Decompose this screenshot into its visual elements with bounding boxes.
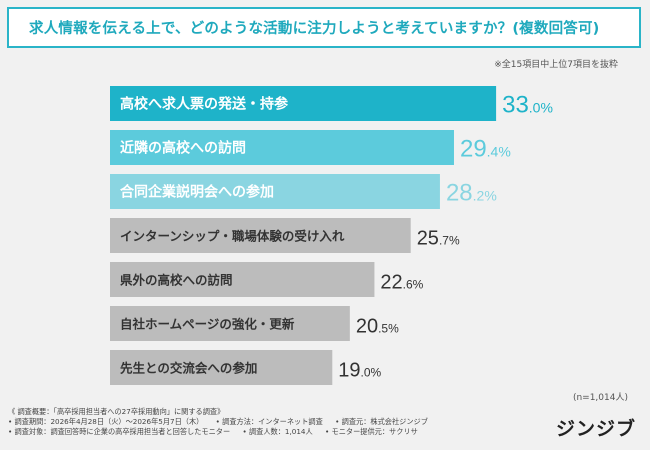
category-label-6: 自社ホームページの強化・更新 [120, 317, 295, 332]
category-label-3: 合同企業説明会への参加 [120, 184, 274, 201]
category-label-5: 県外の高校への訪問 [120, 273, 233, 288]
survey-period: • 調査期間：2026年4月28日（火）～2026年5月7日（木） [8, 417, 204, 426]
survey-overview: 《 調査概要：「高卒採用担当者への27卒採用動向」に関する調査》 • 調査期間：… [8, 407, 568, 437]
value-label-6: 20.5% [356, 316, 399, 338]
value-label-1: 33.0% [502, 92, 553, 119]
survey-respondents: • 調査人数：1,014人 [242, 427, 313, 436]
bar-chart: 高校へ求人票の発送・持参 33.0% 近隣の高校への訪問 29.4% 合同企業説明会への… [110, 86, 553, 385]
excerpt-note: ※全15項目中上位7項目を抜粋 [494, 60, 618, 70]
survey-row-2: • 調査期間：2026年4月28日（火）～2026年5月7日（木） • 調査方法… [8, 417, 568, 427]
value-label-5: 22.6% [380, 272, 423, 294]
survey-source: • 調査元：株式会社ジンジブ [335, 417, 428, 426]
company-logo: ジンジブ [555, 418, 636, 440]
value-label-3: 28.2% [446, 180, 497, 207]
survey-row-3: • 調査対象：調査回答時に企業の高卒採用担当者と回答したモニター • 調査人数：… [8, 427, 568, 437]
survey-target: • 調査対象：調査回答時に企業の高卒採用担当者と回答したモニター [8, 427, 231, 436]
chart-title-box: 求人情報を伝える上で、どのような活動に注力しようと考えていますか？(複数回答可) [7, 7, 641, 48]
category-label-1: 高校へ求人票の発送・持参 [120, 96, 289, 113]
chart-title: 求人情報を伝える上で、どのような活動に注力しようと考えていますか？(複数回答可) [29, 21, 600, 37]
bar-7 [110, 350, 333, 385]
category-label-4: インターンシップ・職場体験の受け入れ [120, 229, 345, 244]
category-label-7: 先生との交流会への参加 [120, 361, 257, 376]
bar-2 [110, 130, 454, 165]
category-label-2: 近隣の高校への訪問 [120, 140, 246, 157]
survey-title: 《 調査概要：「高卒採用担当者への27卒採用動向」に関する調査》 [8, 407, 225, 416]
bar-5 [110, 262, 375, 297]
bar-6 [110, 306, 350, 341]
bar-4 [110, 218, 411, 253]
value-label-4: 25.7% [417, 228, 460, 250]
value-label-2: 29.4% [460, 136, 511, 163]
value-label-7: 19.0% [338, 360, 381, 382]
bar-1 [110, 86, 497, 121]
survey-method: • 調査方法：インターネット調査 [215, 417, 323, 426]
survey-monitor-provider: • モニター提供元：サクリサ [324, 427, 418, 436]
bar-3 [110, 174, 440, 209]
sample-size-note: (n=1,014人) [572, 393, 628, 403]
